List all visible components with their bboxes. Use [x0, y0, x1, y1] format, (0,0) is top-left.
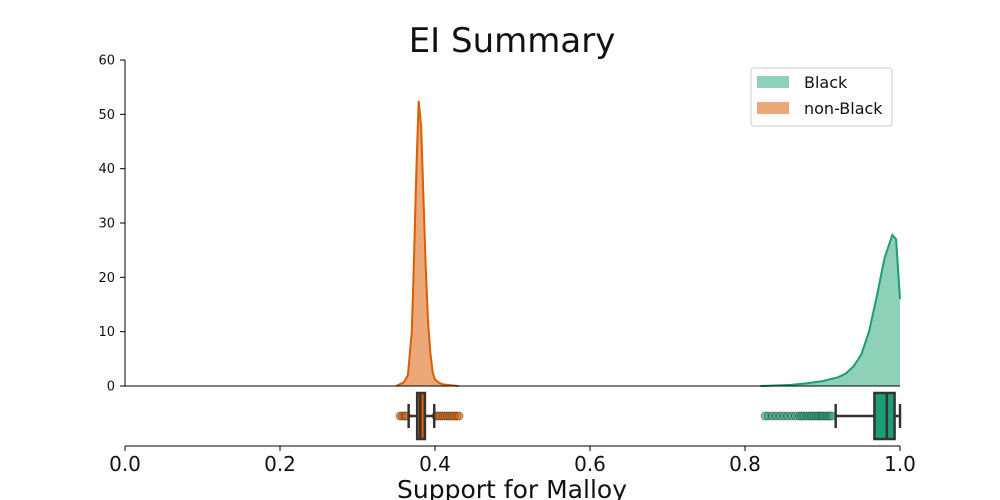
x-tick-label: 1.0 — [884, 452, 916, 476]
x-tick-label: 0.4 — [419, 452, 451, 476]
legend-swatch-black — [757, 76, 789, 88]
box-plot — [395, 391, 902, 441]
x-tick-label: 0.6 — [574, 452, 606, 476]
outlier-non-black — [454, 411, 464, 421]
density-line-black — [760, 233, 901, 387]
x-tick-label: 0.8 — [729, 452, 761, 476]
x-ticks: 0.0 0.2 0.4 0.6 0.8 1.0 — [109, 446, 916, 476]
y-ticks: 0 10 20 30 40 50 60 — [98, 54, 125, 395]
y-tick-label: 60 — [98, 54, 115, 69]
legend-label-black: Black — [804, 73, 848, 92]
density-area-black — [760, 235, 900, 386]
y-tick-label: 20 — [98, 271, 115, 286]
density-line-non-black — [395, 100, 459, 387]
x-tick-label: 0.0 — [109, 452, 141, 476]
y-tick-label: 0 — [107, 380, 115, 395]
y-tick-label: 10 — [98, 325, 115, 340]
legend-label-non-black: non-Black — [804, 99, 883, 118]
x-axis-label: Support for Malloy — [397, 475, 627, 500]
y-tick-label: 30 — [98, 217, 115, 232]
x-tick-label: 0.2 — [264, 452, 296, 476]
legend-swatch-non-black — [757, 102, 789, 114]
density-plot — [395, 100, 901, 387]
box-black — [873, 391, 896, 441]
y-tick-label: 50 — [98, 108, 115, 123]
density-area-non-black — [396, 100, 459, 387]
legend: Black non-Black — [750, 67, 893, 127]
y-tick-label: 40 — [98, 162, 115, 177]
chart-title: EI Summary — [409, 21, 616, 61]
